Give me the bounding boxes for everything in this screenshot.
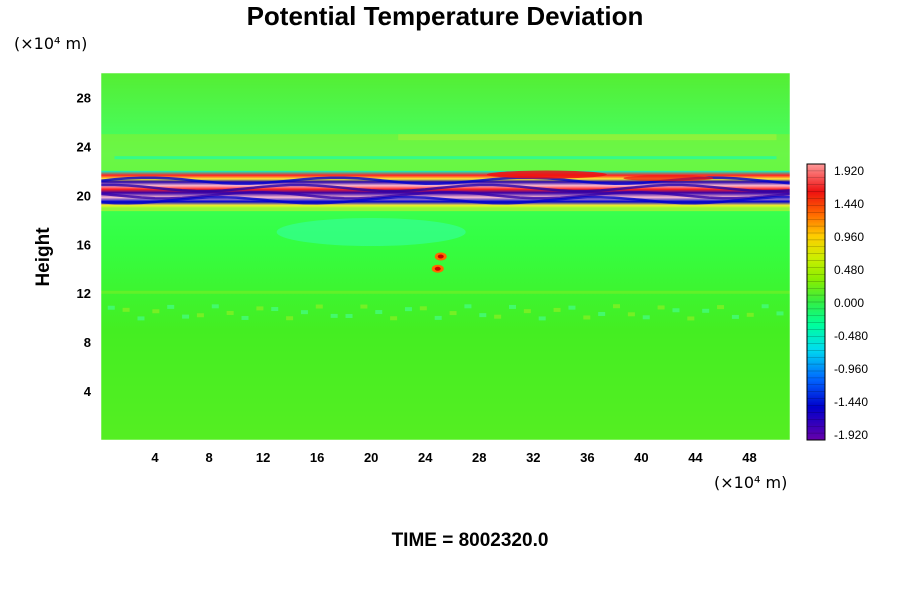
texture-cell xyxy=(702,308,710,313)
texture-cell xyxy=(211,304,219,309)
texture-cell xyxy=(271,307,279,312)
texture-cell xyxy=(315,304,323,309)
x-tick-label: 24 xyxy=(418,450,433,465)
warm-streak xyxy=(398,134,777,141)
texture-cell xyxy=(300,310,308,315)
x-tick-label: 40 xyxy=(634,450,648,465)
x-tick-label: 8 xyxy=(205,450,212,465)
band-wave xyxy=(101,183,790,193)
texture-cell xyxy=(107,305,115,310)
y-unit-label: (×10⁴ m) xyxy=(14,34,87,53)
texture-cell xyxy=(226,310,234,315)
colorbar-tick-label: 1.920 xyxy=(834,164,864,178)
texture-cell xyxy=(642,315,650,320)
warm-layer xyxy=(101,134,790,171)
colorbar-tick-label: 1.440 xyxy=(834,197,864,211)
x-tick-label: 20 xyxy=(364,450,378,465)
texture-cell xyxy=(345,314,353,319)
texture-line xyxy=(101,290,790,294)
colorbar-tick-label: -1.440 xyxy=(834,395,868,409)
texture-cell xyxy=(286,316,294,321)
y-tick-label: 12 xyxy=(77,286,91,301)
y-axis-label: Height xyxy=(33,227,54,287)
x-tick-label: 32 xyxy=(526,450,540,465)
band-warm-patch xyxy=(486,170,607,179)
warm-cell-core xyxy=(437,254,444,259)
texture-cell xyxy=(449,311,457,316)
y-tick-label: 16 xyxy=(77,237,91,252)
texture-cell xyxy=(122,307,130,312)
y-tick-label: 28 xyxy=(77,90,91,105)
texture-cell xyxy=(568,305,576,310)
x-unit-label: (×10⁴ m) xyxy=(714,473,787,492)
colorbar-tick-label: 0.000 xyxy=(834,296,864,310)
plot-frame xyxy=(100,72,791,441)
band-warm-patch xyxy=(623,175,714,182)
texture-cell xyxy=(464,304,472,309)
texture-cell xyxy=(182,314,190,319)
texture-cell xyxy=(419,306,427,311)
colorbar-tick-label: -1.920 xyxy=(834,428,868,442)
y-tick-label: 24 xyxy=(77,139,92,154)
texture-cell xyxy=(672,308,680,313)
texture-cell xyxy=(434,315,442,320)
chart-title: Potential Temperature Deviation xyxy=(246,1,644,31)
texture-cell xyxy=(256,306,264,311)
texture-cell xyxy=(523,309,531,314)
colorbar-tick-label: 0.480 xyxy=(834,263,864,277)
texture-cell xyxy=(776,311,784,316)
texture-cell xyxy=(404,307,412,312)
texture-cell xyxy=(717,305,725,310)
texture-cell xyxy=(761,304,769,309)
cool-patch xyxy=(276,218,466,247)
texture-cell xyxy=(375,310,383,315)
texture-cell xyxy=(390,316,398,321)
texture-cell xyxy=(553,307,561,312)
texture-cell xyxy=(137,316,145,321)
band-wave xyxy=(101,191,790,200)
x-tick-label: 48 xyxy=(742,450,756,465)
x-tick-label: 16 xyxy=(310,450,324,465)
texture-cell xyxy=(657,305,665,310)
texture-cell xyxy=(613,304,621,309)
texture-cell xyxy=(508,304,516,309)
texture-cell xyxy=(731,314,739,319)
time-label: TIME = 8002320.0 xyxy=(391,530,549,551)
texture-cell xyxy=(330,313,338,318)
texture-cell xyxy=(494,314,502,319)
texture-cell xyxy=(167,304,175,309)
y-tick-label: 20 xyxy=(77,188,91,203)
y-tick-label: 4 xyxy=(84,384,92,399)
texture-cell xyxy=(746,312,754,317)
texture-cell xyxy=(196,313,204,318)
band-lower-edge xyxy=(101,205,790,212)
texture-cell xyxy=(360,304,368,309)
x-tick-label: 4 xyxy=(151,450,159,465)
y-tick-label: 8 xyxy=(84,335,91,350)
cool-streak xyxy=(114,156,777,160)
texture-cell xyxy=(687,316,695,321)
x-tick-label: 12 xyxy=(256,450,270,465)
texture-cell xyxy=(598,311,606,316)
warm-cell-core xyxy=(434,266,441,271)
texture-cell xyxy=(152,309,160,314)
x-tick-label: 28 xyxy=(472,450,486,465)
colorbar-tick-label: -0.480 xyxy=(834,329,868,343)
x-tick-label: 36 xyxy=(580,450,594,465)
texture-cell xyxy=(479,313,487,318)
texture-cell xyxy=(627,312,635,317)
texture-cell xyxy=(241,315,249,320)
colorbar-tick-label: 0.960 xyxy=(834,230,864,244)
band-wave xyxy=(101,195,790,205)
texture-cell xyxy=(538,316,546,321)
x-tick-label: 44 xyxy=(688,450,703,465)
texture-cell xyxy=(583,315,591,320)
colorbar-tick-label: -0.960 xyxy=(834,362,868,376)
